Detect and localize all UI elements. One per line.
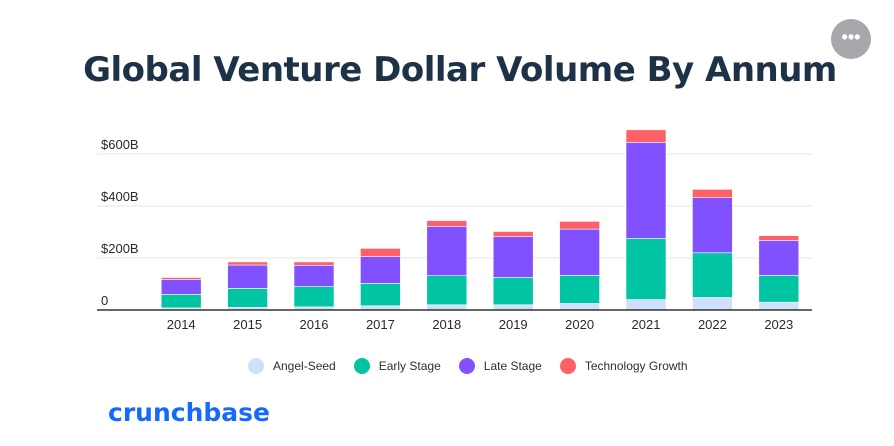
y-tick-label: $200B bbox=[101, 241, 139, 256]
bar-segment-angel-seed-2020[interactable] bbox=[559, 303, 600, 311]
bar-segment-angel-seed-2021[interactable] bbox=[625, 299, 667, 311]
bar-segment-early-stage-2014[interactable] bbox=[160, 294, 202, 309]
legend-swatch-icon bbox=[248, 358, 264, 374]
bar-segment-late-stage-2021[interactable] bbox=[625, 142, 667, 239]
crunchbase-logo: crunchbase bbox=[108, 398, 270, 427]
bar-segment-angel-seed-2023[interactable] bbox=[758, 301, 800, 311]
x-tick-label: 2022 bbox=[698, 317, 727, 332]
legend-swatch-icon bbox=[353, 358, 370, 374]
x-tick-label: 2019 bbox=[499, 317, 528, 332]
chart-title: Global Venture Dollar Volume By Annum bbox=[83, 50, 837, 90]
bar-segment-early-stage-2018[interactable] bbox=[426, 275, 468, 306]
bar-segment-technology-growth-2022[interactable] bbox=[692, 189, 733, 198]
bar-segment-angel-seed-2019[interactable] bbox=[492, 304, 534, 311]
y-tick-label: $600B bbox=[101, 137, 139, 152]
bar-segment-technology-growth-2016[interactable] bbox=[293, 261, 335, 266]
bar-segment-late-stage-2019[interactable] bbox=[492, 236, 534, 278]
x-tick-label: 2016 bbox=[300, 317, 329, 332]
bar-segment-technology-growth-2014[interactable] bbox=[160, 277, 202, 280]
bar-segment-early-stage-2017[interactable] bbox=[360, 283, 401, 307]
bar-segment-late-stage-2014[interactable] bbox=[160, 279, 202, 295]
y-axis-ticks: 0 $200B $400B $600B bbox=[101, 137, 139, 308]
bar-segment-early-stage-2015[interactable] bbox=[227, 288, 268, 308]
legend: Angel-Seed Early Stage Late Stage Techno… bbox=[248, 358, 706, 374]
x-tick-label: 2017 bbox=[366, 317, 395, 332]
legend-label: Technology Growth bbox=[584, 359, 688, 373]
x-tick-label: 2023 bbox=[764, 317, 793, 332]
bar-segment-late-stage-2020[interactable] bbox=[559, 228, 600, 276]
y-tick-label: 0 bbox=[101, 293, 108, 308]
bar-segment-angel-seed-2022[interactable] bbox=[692, 297, 733, 311]
bar-segment-late-stage-2022[interactable] bbox=[692, 197, 733, 254]
x-tick-label: 2020 bbox=[565, 317, 594, 332]
bar-segment-early-stage-2019[interactable] bbox=[492, 277, 534, 306]
legend-item-early-stage[interactable]: Early Stage bbox=[353, 358, 441, 374]
y-tick-label: $400B bbox=[101, 189, 139, 204]
x-tick-label: 2018 bbox=[432, 317, 461, 332]
bar-segment-angel-seed-2018[interactable] bbox=[426, 304, 468, 311]
bar-segment-early-stage-2016[interactable] bbox=[293, 286, 335, 308]
bar-segment-technology-growth-2020[interactable] bbox=[559, 221, 600, 230]
x-tick-label: 2014 bbox=[167, 317, 196, 332]
legend-swatch-icon bbox=[458, 358, 475, 374]
bars bbox=[160, 129, 800, 311]
bar-segment-technology-growth-2021[interactable] bbox=[625, 129, 667, 143]
bar-segment-late-stage-2023[interactable] bbox=[758, 240, 800, 276]
bar-segment-technology-growth-2017[interactable] bbox=[360, 248, 401, 258]
legend-item-angel-seed[interactable]: Angel-Seed bbox=[248, 358, 336, 374]
bar-segment-technology-growth-2015[interactable] bbox=[227, 261, 268, 266]
bar-segment-late-stage-2016[interactable] bbox=[293, 264, 335, 287]
x-tick-label: 2015 bbox=[233, 317, 262, 332]
legend-item-technology-growth[interactable]: Technology Growth bbox=[559, 358, 688, 374]
bar-segment-late-stage-2017[interactable] bbox=[360, 256, 401, 284]
bar-segment-late-stage-2018[interactable] bbox=[426, 225, 468, 276]
bar-segment-early-stage-2022[interactable] bbox=[692, 252, 733, 298]
bar-segment-early-stage-2021[interactable] bbox=[625, 238, 667, 300]
bar-segment-late-stage-2015[interactable] bbox=[227, 264, 268, 289]
x-tick-label: 2021 bbox=[632, 317, 661, 332]
x-axis-ticks: 2014 2015 2016 2017 2018 2019 2020 2021 2022 2023 bbox=[167, 317, 794, 332]
bar-segment-early-stage-2023[interactable] bbox=[758, 275, 800, 303]
legend-item-late-stage[interactable]: Late Stage bbox=[458, 358, 542, 374]
legend-label: Angel-Seed bbox=[273, 359, 336, 373]
legend-label: Early Stage bbox=[378, 359, 441, 373]
bar-segment-technology-growth-2018[interactable] bbox=[426, 220, 468, 227]
legend-swatch-icon bbox=[559, 358, 576, 374]
bar-segment-technology-growth-2023[interactable] bbox=[758, 235, 800, 241]
bar-segment-early-stage-2020[interactable] bbox=[559, 275, 600, 304]
bar-segment-technology-growth-2019[interactable] bbox=[492, 231, 534, 237]
more-options-icon[interactable]: ••• bbox=[831, 19, 871, 59]
legend-label: Late Stage bbox=[483, 359, 542, 373]
